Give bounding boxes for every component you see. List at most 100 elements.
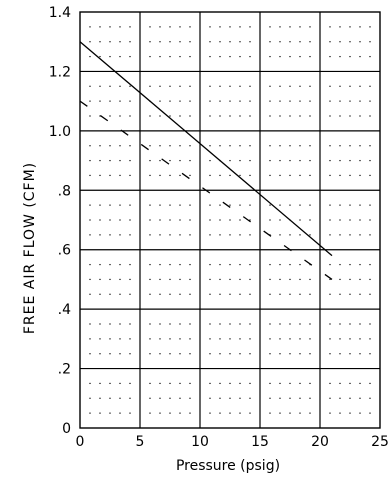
- minor-dot: [299, 293, 301, 295]
- minor-dot: [239, 323, 241, 325]
- minor-dot: [329, 100, 331, 102]
- minor-dot: [159, 100, 161, 102]
- minor-dot: [209, 278, 211, 281]
- minor-dot: [339, 338, 341, 340]
- minor-dot-cell: [89, 26, 131, 58]
- minor-dot: [129, 323, 131, 325]
- minor-dot: [89, 145, 91, 147]
- minor-dot: [169, 115, 171, 117]
- minor-dot: [99, 382, 101, 385]
- minor-dot: [369, 234, 371, 236]
- minor-dot: [359, 115, 361, 117]
- minor-dot: [219, 293, 221, 295]
- minor-dot: [159, 353, 161, 355]
- minor-dot: [269, 174, 271, 177]
- minor-dot: [249, 41, 251, 43]
- minor-dot: [189, 159, 191, 162]
- minor-dot: [279, 323, 281, 325]
- minor-dot: [189, 219, 191, 221]
- minor-dot: [359, 323, 361, 325]
- minor-dot: [369, 263, 371, 266]
- minor-dot: [219, 338, 221, 340]
- minor-dot-cell: [269, 145, 311, 177]
- minor-dot: [299, 412, 301, 414]
- minor-dot: [229, 174, 231, 177]
- minor-dot: [309, 353, 311, 355]
- minor-dot: [99, 353, 101, 355]
- minor-dot: [309, 41, 311, 43]
- minor-dot: [339, 263, 341, 266]
- minor-dot: [89, 115, 91, 117]
- minor-dot: [159, 204, 161, 206]
- minor-dot: [359, 41, 361, 43]
- minor-dot-cell: [149, 323, 191, 355]
- minor-dot-cell: [329, 145, 371, 177]
- series-line-dashed: [79, 100, 333, 280]
- minor-dot: [189, 204, 191, 206]
- minor-dot: [299, 26, 301, 28]
- minor-dot-cell: [329, 204, 371, 236]
- minor-dot: [269, 338, 271, 340]
- minor-dot-cell: [269, 263, 311, 295]
- minor-dot: [119, 41, 121, 43]
- minor-dot: [219, 353, 221, 355]
- minor-dot: [249, 204, 251, 206]
- minor-dot: [349, 26, 351, 28]
- minor-dot: [209, 353, 211, 355]
- minor-dot: [349, 55, 351, 58]
- minor-dot: [129, 219, 131, 221]
- minor-dot-cell: [89, 263, 131, 295]
- minor-dot: [179, 412, 181, 414]
- minor-dot: [249, 323, 251, 325]
- minor-dot: [289, 100, 291, 102]
- minor-dot: [89, 323, 91, 325]
- minor-dot: [179, 41, 181, 43]
- minor-dot: [279, 353, 281, 355]
- minor-dot: [209, 145, 211, 147]
- minor-dot: [219, 174, 221, 177]
- minor-dot: [209, 397, 211, 399]
- minor-dot: [339, 234, 341, 236]
- minor-dot: [109, 174, 111, 177]
- minor-dot: [289, 115, 291, 117]
- minor-dot: [229, 323, 231, 325]
- minor-dot: [309, 397, 311, 399]
- minor-dot: [169, 338, 171, 340]
- minor-dot: [219, 26, 221, 28]
- minor-dot-cell: [269, 26, 311, 58]
- minor-dot: [129, 85, 131, 87]
- minor-dot: [279, 26, 281, 28]
- minor-dot: [189, 145, 191, 147]
- minor-dot: [169, 263, 171, 266]
- minor-dot: [99, 263, 101, 266]
- minor-dot: [149, 219, 151, 221]
- minor-dot: [149, 204, 151, 206]
- minor-dot: [109, 338, 111, 340]
- minor-dot: [119, 234, 121, 236]
- minor-dot: [119, 145, 121, 147]
- minor-dot: [299, 219, 301, 221]
- minor-dot: [359, 174, 361, 177]
- minor-dot: [349, 412, 351, 414]
- minor-dot: [239, 174, 241, 177]
- minor-dot: [269, 115, 271, 117]
- minor-dot: [349, 323, 351, 325]
- minor-dot: [89, 263, 91, 266]
- minor-dot: [89, 412, 91, 414]
- minor-dot: [339, 41, 341, 43]
- minor-dot: [279, 219, 281, 221]
- minor-dot: [149, 159, 151, 162]
- minor-dot: [329, 55, 331, 58]
- minor-dot: [289, 234, 291, 236]
- minor-dot: [159, 278, 161, 281]
- minor-dot: [169, 26, 171, 28]
- minor-dot: [299, 115, 301, 117]
- minor-dot: [239, 382, 241, 385]
- minor-dot: [249, 219, 251, 221]
- minor-dot: [269, 278, 271, 281]
- minor-dot: [99, 234, 101, 236]
- minor-dot: [169, 159, 171, 162]
- minor-dot: [369, 353, 371, 355]
- minor-dot: [359, 159, 361, 162]
- minor-dot: [249, 412, 251, 414]
